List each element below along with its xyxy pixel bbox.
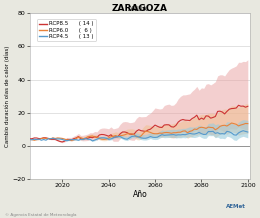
Title: ZARAGOZA: ZARAGOZA [112, 4, 168, 13]
Text: ANUAL: ANUAL [128, 6, 152, 12]
Y-axis label: Cambio duración olas de calor (días): Cambio duración olas de calor (días) [4, 46, 10, 147]
Legend: RCP8.5      ( 14 ), RCP6.0      (  6 ), RCP4.5      ( 13 ): RCP8.5 ( 14 ), RCP6.0 ( 6 ), RCP4.5 ( 13… [37, 19, 96, 41]
Text: © Agencia Estatal de Meteorología: © Agencia Estatal de Meteorología [5, 213, 77, 217]
Text: AEMet: AEMet [226, 204, 246, 209]
X-axis label: Año: Año [133, 190, 147, 199]
